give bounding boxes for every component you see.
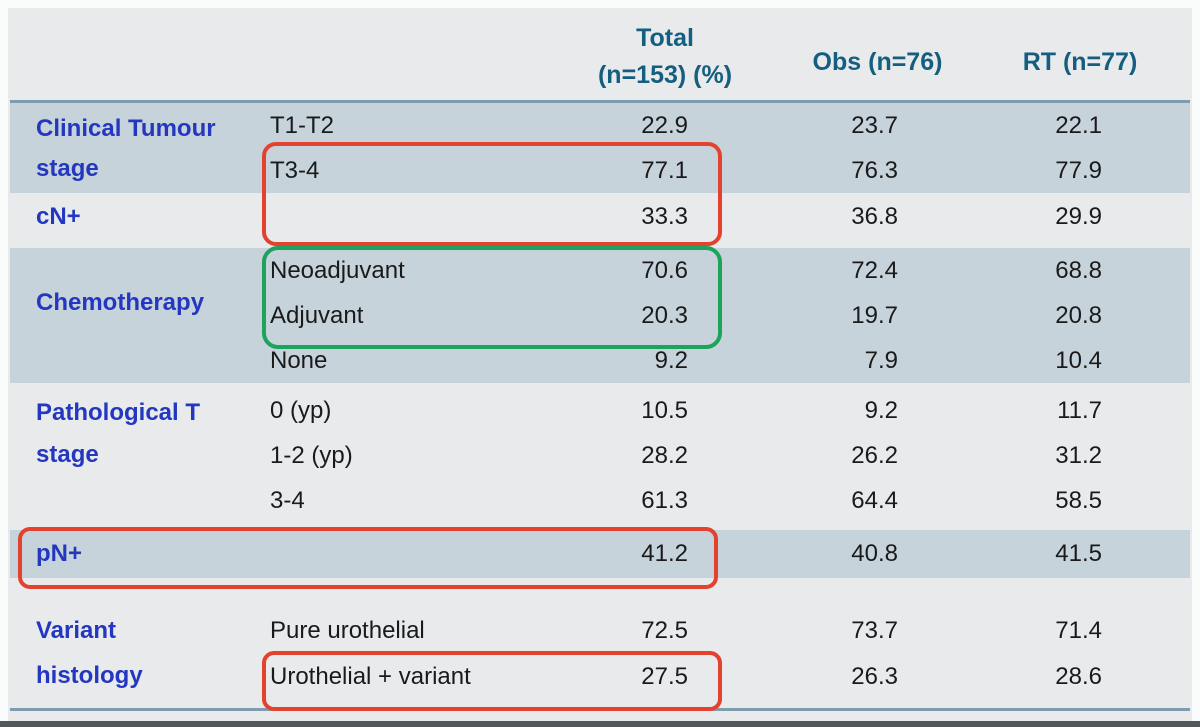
annotation-box-green-chemo xyxy=(262,246,722,349)
group-label-pn-plus: pN+ xyxy=(36,540,83,567)
cell-sublabel: Adjuvant xyxy=(270,301,364,329)
cell-obs: 72.4 xyxy=(851,256,898,284)
cell-total: 20.3 xyxy=(641,301,688,329)
annotation-box-red-t3-cn xyxy=(262,142,722,246)
column-header-total-line2: (n=153) (%) xyxy=(597,61,733,89)
table-row: T1-T2 22.9 23.7 22.1 xyxy=(10,103,1190,148)
cell-total: 22.9 xyxy=(641,111,688,139)
cell-rt: 41.5 xyxy=(1055,540,1102,567)
table-row: 33.3 36.8 29.9 xyxy=(10,193,1190,240)
cell-sublabel: 0 (yp) xyxy=(270,396,332,424)
cell-total: 41.2 xyxy=(641,540,688,567)
cell-total: 27.5 xyxy=(641,663,688,690)
cell-obs: 23.7 xyxy=(851,111,898,139)
cell-rt: 11.7 xyxy=(1057,396,1102,424)
group-label-clinical-tumour-stage: Clinical Tumour stage xyxy=(36,115,216,182)
table-row: 0 (yp) 10.5 9.2 11.7 xyxy=(10,388,1190,433)
group-label-chemotherapy: Chemotherapy xyxy=(36,289,205,316)
cell-rt: 29.9 xyxy=(1055,202,1102,230)
cell-rt: 28.6 xyxy=(1055,663,1102,690)
cell-sublabel: 3-4 xyxy=(270,486,305,514)
cell-total: 10.5 xyxy=(641,396,688,424)
cell-obs: 19.7 xyxy=(851,301,898,329)
table-row: T3-4 77.1 76.3 77.9 xyxy=(10,148,1190,193)
group-label-pathological-t-stage: Pathological T stage xyxy=(36,399,201,468)
group-pn-plus: pN+ 41.2 40.8 41.5 xyxy=(10,530,1190,578)
cell-total: 70.6 xyxy=(641,256,688,284)
group-cn-plus: cN+ 33.3 36.8 29.9 xyxy=(10,193,1190,240)
group-clinical-tumour-stage: Clinical Tumour stage T1-T2 22.9 23.7 22… xyxy=(10,103,1190,193)
table-row: 41.2 40.8 41.5 xyxy=(10,530,1190,578)
cell-obs: 26.2 xyxy=(851,441,898,469)
cell-rt: 20.8 xyxy=(1055,301,1102,329)
cell-total: 28.2 xyxy=(641,441,688,469)
cell-total: 33.3 xyxy=(641,202,688,230)
cell-obs: 73.7 xyxy=(851,617,898,644)
table-row: 1-2 (yp) 28.2 26.2 31.2 xyxy=(10,433,1190,478)
cell-rt: 58.5 xyxy=(1055,486,1102,514)
column-header-obs: Obs (n=76) xyxy=(812,48,943,76)
cell-sublabel: Neoadjuvant xyxy=(270,256,405,284)
cell-sublabel: T3-4 xyxy=(270,156,320,184)
table-row: 3-4 61.3 64.4 58.5 xyxy=(10,478,1190,523)
annotation-box-red-variant xyxy=(262,651,722,711)
column-header-total-line1: Total xyxy=(636,24,694,52)
cell-obs: 36.8 xyxy=(851,202,898,230)
table-row: Pure urothelial 72.5 73.7 71.4 xyxy=(10,608,1190,654)
table-row: Urothelial + variant 27.5 26.3 28.6 xyxy=(10,654,1190,700)
annotation-box-red-pn xyxy=(18,527,718,589)
cell-total: 61.3 xyxy=(641,486,688,514)
cell-rt: 71.4 xyxy=(1055,617,1102,644)
bottom-edge-strip xyxy=(0,721,1200,727)
group-variant-histology: Variant histology Pure urothelial 72.5 7… xyxy=(10,608,1190,700)
cell-rt: 77.9 xyxy=(1055,156,1102,184)
cell-obs: 7.9 xyxy=(864,346,898,374)
column-header-total: Total (n=153) (%) xyxy=(530,20,800,94)
table-row: Neoadjuvant 70.6 72.4 68.8 xyxy=(10,248,1190,293)
cell-sublabel: Pure urothelial xyxy=(270,617,425,644)
cell-obs: 76.3 xyxy=(851,156,898,184)
table-row: Adjuvant 20.3 19.7 20.8 xyxy=(10,293,1190,338)
cell-rt: 10.4 xyxy=(1055,346,1102,374)
cell-total: 9.2 xyxy=(654,346,688,374)
group-chemotherapy: Chemotherapy Neoadjuvant 70.6 72.4 68.8 … xyxy=(10,248,1190,383)
cell-sublabel: Urothelial + variant xyxy=(270,663,471,690)
group-label-variant-histology: Variant histology xyxy=(36,617,143,689)
cell-rt: 68.8 xyxy=(1055,256,1102,284)
cell-total: 77.1 xyxy=(641,156,688,184)
group-pathological-t-stage: Pathological T stage 0 (yp) 10.5 9.2 11.… xyxy=(10,388,1190,523)
cell-obs: 40.8 xyxy=(851,540,898,567)
cell-sublabel: T1-T2 xyxy=(270,111,335,139)
cell-rt: 22.1 xyxy=(1055,111,1102,139)
table-row: None 9.2 7.9 10.4 xyxy=(10,338,1190,383)
cell-total: 72.5 xyxy=(641,617,688,644)
cell-obs: 9.2 xyxy=(864,396,898,424)
cell-sublabel: None xyxy=(270,346,328,374)
cell-sublabel: 1-2 (yp) xyxy=(270,441,353,469)
group-label-cn-plus: cN+ xyxy=(36,202,81,230)
column-header-rt: RT (n=77) xyxy=(1022,48,1138,76)
cell-rt: 31.2 xyxy=(1055,441,1102,469)
header-divider-line xyxy=(10,100,1190,103)
cell-obs: 26.3 xyxy=(851,663,898,690)
cell-obs: 64.4 xyxy=(851,486,898,514)
